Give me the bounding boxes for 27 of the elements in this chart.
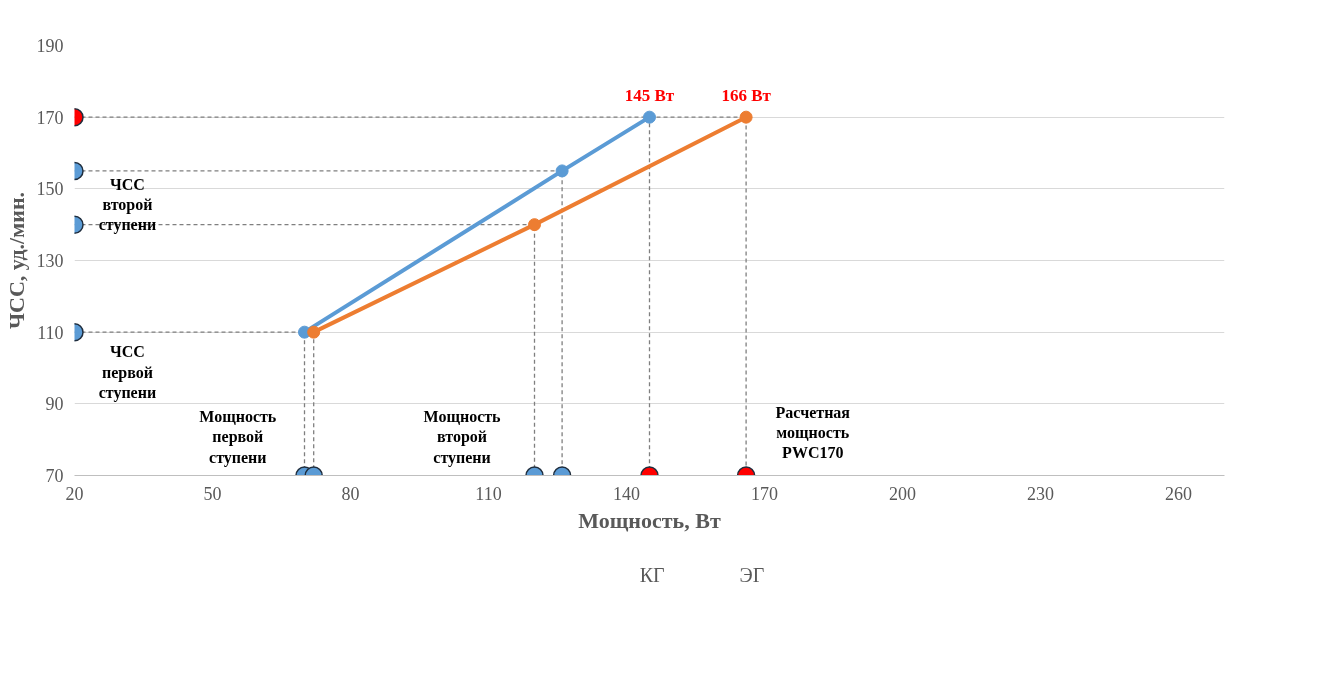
annotation: Мощность первой ступени xyxy=(199,407,277,467)
y-tick-label: 70 xyxy=(45,466,64,486)
y-axis-title: ЧСС, уд./мин. xyxy=(3,191,29,330)
x-tick-label: 200 xyxy=(889,483,916,504)
x-axis-title: Мощность, Вт xyxy=(578,507,721,533)
x-tick-label: 80 xyxy=(341,483,360,504)
x-tick-label: 20 xyxy=(65,483,84,504)
y-tick-label: 90 xyxy=(45,394,64,415)
annotation: 145 Вт xyxy=(624,86,675,106)
x-tick-label: 110 xyxy=(475,483,502,504)
annotation: ЧСС первой ступени xyxy=(98,343,157,403)
annotation: ЧСС второй ступени xyxy=(98,175,157,235)
y-tick-label: 190 xyxy=(36,36,64,56)
y-tick-label: 110 xyxy=(37,322,64,343)
x-tick-label: 50 xyxy=(203,483,222,504)
x-tick-label: 140 xyxy=(613,483,640,504)
x-tick-label: 170 xyxy=(751,483,778,504)
x-tick-label: 230 xyxy=(1027,483,1054,504)
text: КГ xyxy=(639,563,665,587)
annotation: Расчетная мощность PWC170 xyxy=(775,403,851,462)
y-tick-label: 130 xyxy=(36,251,64,271)
annotation: Мощность второй ступени xyxy=(423,407,502,467)
annotation: 166 Вт xyxy=(721,86,772,106)
y-tick-label: 150 xyxy=(36,179,64,200)
x-tick-label: 260 xyxy=(1165,483,1192,504)
y-tick-label: 170 xyxy=(36,107,64,128)
text: ЭГ xyxy=(739,563,765,587)
